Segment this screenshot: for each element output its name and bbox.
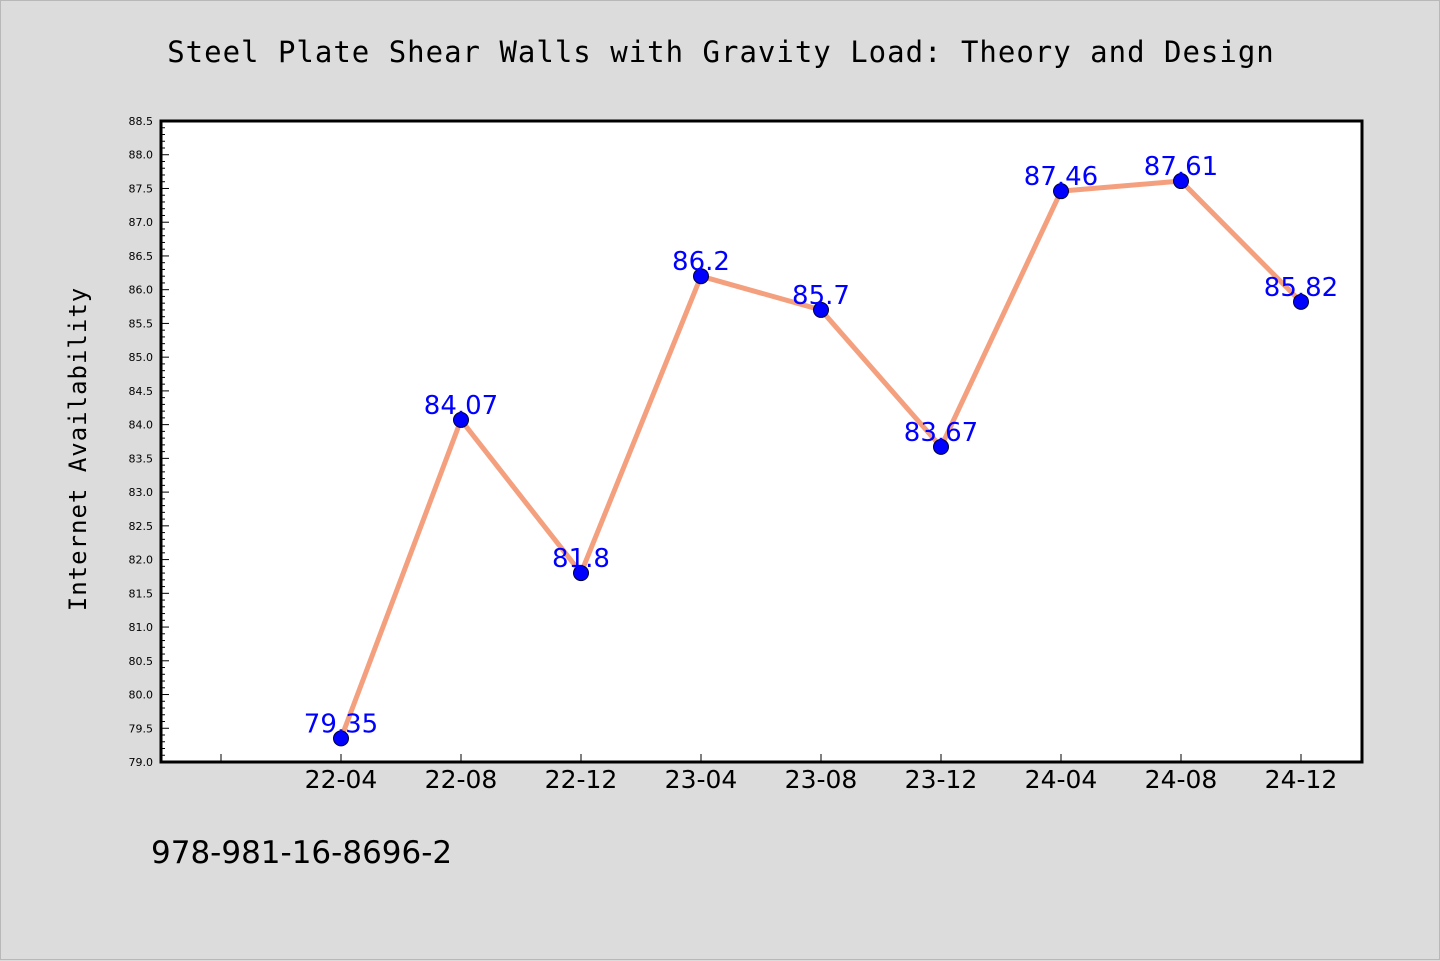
y-tick-label: 82.5 [129, 520, 154, 533]
footnote-isbn: 978-981-16-8696-2 [151, 835, 453, 871]
y-tick-label: 79.5 [129, 722, 154, 735]
data-point [813, 301, 829, 318]
data-point [573, 565, 589, 582]
y-tick-label: 82.0 [129, 554, 154, 567]
data-point [933, 438, 949, 455]
y-tick-label: 83.5 [129, 452, 154, 465]
y-tick-label: 80.5 [129, 655, 154, 668]
data-point [333, 730, 349, 747]
y-tick-label: 79.0 [129, 756, 154, 769]
y-tick-label: 85.0 [129, 351, 154, 364]
x-tick-label: 22-08 [425, 765, 498, 794]
y-tick-label: 84.5 [129, 385, 154, 398]
y-axis-label: Internet Availability [64, 287, 92, 611]
y-tick-label: 81.0 [129, 621, 154, 634]
series-group [333, 173, 1309, 747]
data-point [1293, 293, 1309, 310]
y-tick-label: 84.0 [129, 419, 154, 432]
y-tick-label: 87.5 [129, 182, 154, 195]
plot-area [159, 119, 1364, 764]
y-tick-label: 80.0 [129, 689, 154, 702]
data-point [693, 268, 709, 285]
x-tick-label: 24-04 [1025, 765, 1098, 794]
y-tick-label: 85.5 [129, 317, 154, 330]
data-labels-group: 79.35 84.07 81.8 86.2 85.7 83.67 87.46 87.61 85.… [304, 152, 1338, 739]
data-label: 79.35 [304, 709, 378, 739]
data-label: 85.82 [1264, 273, 1338, 303]
data-label: 87.46 [1024, 162, 1098, 192]
y-tick-label: 88.5 [129, 115, 154, 128]
x-axis: 22-04 22-08 22-12 23-04 23-08 23-12 24-04 24-08… [220, 754, 1338, 794]
x-tick-label: 23-12 [905, 765, 978, 794]
y-tick-label: 83.0 [129, 486, 154, 499]
data-point [1173, 173, 1189, 190]
y-tick-label: 86.0 [129, 284, 154, 297]
x-tick-label: 23-04 [665, 765, 738, 794]
x-tick-label: 24-12 [1265, 765, 1338, 794]
data-label: 85.7 [792, 281, 850, 311]
data-label: 84.07 [424, 391, 498, 421]
data-point [1053, 183, 1069, 200]
x-tick-label: 22-04 [305, 765, 378, 794]
data-point [453, 411, 469, 428]
y-tick-label: 86.5 [129, 250, 154, 263]
data-label: 83.67 [904, 418, 978, 448]
y-tick-label: 81.5 [129, 587, 154, 600]
data-label: 86.2 [672, 247, 730, 277]
x-tick-label: 24-08 [1145, 765, 1218, 794]
data-label: 87.61 [1144, 152, 1218, 182]
chart-title: Steel Plate Shear Walls with Gravity Loa… [167, 35, 1275, 69]
x-tick-label: 22-12 [545, 765, 618, 794]
data-label: 81.8 [552, 544, 610, 574]
y-tick-label: 87.0 [129, 216, 154, 229]
y-axis: 79.0 79.5 80.0 80.5 81.0 81.5 82.0 82.5 83.0 83.5… [129, 115, 169, 769]
x-tick-label: 23-08 [785, 765, 858, 794]
y-tick-label: 88.0 [129, 149, 154, 162]
